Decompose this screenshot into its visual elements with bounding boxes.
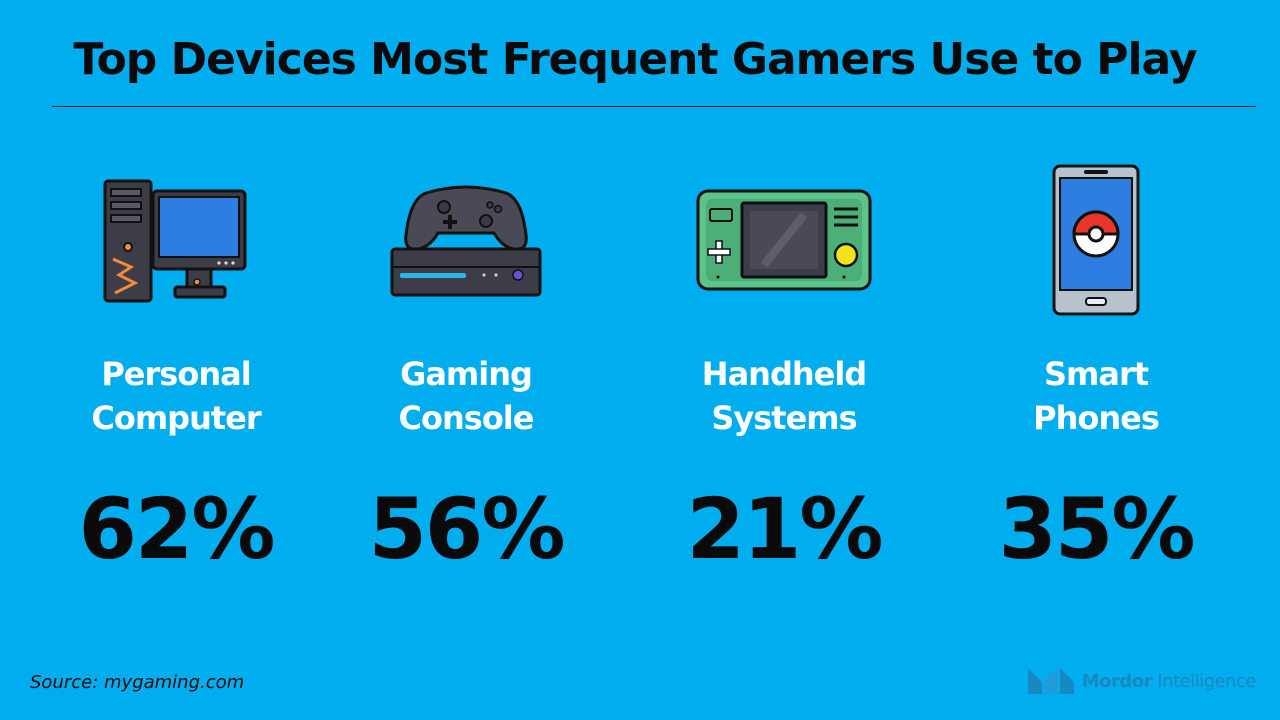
device-card-personal-computer: Personal Computer 62% (56, 160, 296, 578)
brand-name-light: Intelligence (1157, 670, 1256, 692)
brand-name-bold: Mordor (1081, 670, 1153, 692)
device-label-line2: Phones (1033, 399, 1160, 437)
device-label: Handheld Systems (664, 352, 904, 440)
brand-name: Mordor Intelligence (1081, 670, 1257, 692)
device-percent: 62% (78, 480, 275, 578)
device-label-line2: Systems (711, 399, 857, 437)
device-label-line1: Gaming (400, 355, 533, 393)
device-percent: 56% (368, 480, 565, 578)
game-console-icon (386, 160, 546, 320)
device-label-line1: Handheld (701, 355, 867, 393)
device-label-line2: Console (398, 399, 535, 437)
brand-logo: Mordor Intelligence (1027, 668, 1257, 694)
page-title: Top Devices Most Frequent Gamers Use to … (73, 34, 1197, 85)
handheld-console-icon (694, 160, 874, 320)
device-label: Smart Phones (976, 352, 1216, 440)
device-card-smart-phones: Smart Phones 35% (976, 160, 1216, 578)
brand-mark-icon (1027, 668, 1074, 694)
desktop-computer-icon (101, 160, 251, 320)
device-percent: 35% (998, 480, 1195, 578)
device-card-gaming-console: Gaming Console 56% (346, 160, 586, 578)
title-divider (52, 106, 1256, 107)
device-percent: 21% (686, 480, 883, 578)
device-label: Personal Computer (56, 352, 296, 440)
device-label: Gaming Console (346, 352, 586, 440)
device-label-line1: Personal (101, 355, 251, 393)
device-label-line1: Smart (1043, 355, 1149, 393)
device-label-line2: Computer (91, 399, 261, 437)
device-card-handheld-systems: Handheld Systems 21% (664, 160, 904, 578)
smartphone-icon (1050, 160, 1142, 320)
source-note: Source: mygaming.com (30, 672, 245, 693)
